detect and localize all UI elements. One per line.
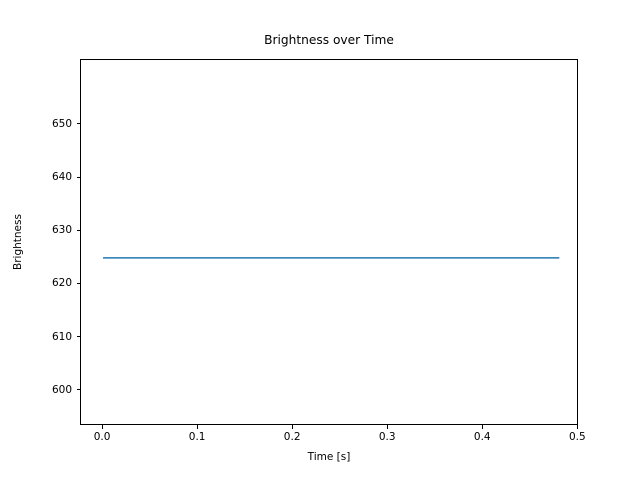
y-tick-mark [76,282,80,285]
x-tick-mark [101,425,103,429]
y-axis-label: Brightness [12,214,24,270]
y-tick-label: 600 [51,383,72,396]
x-tick-mark [386,425,388,429]
x-tick-label: 0.3 [378,431,396,443]
x-tick-label: 0.1 [188,431,206,443]
x-tick-mark [196,425,198,429]
x-tick-label: 0.2 [283,431,301,443]
y-tick-mark [76,336,80,338]
y-tick-mark [76,389,80,391]
y-tick-mark [76,123,80,125]
plot-axes [80,59,578,425]
data-series-layer [103,257,560,259]
y-tick-label: 620 [51,277,72,290]
plot-area [81,60,577,424]
x-axis-label: Time [s] [307,451,351,463]
x-tick-mark [481,425,483,429]
y-tick-label: 640 [51,171,72,184]
y-tick-label: 630 [51,224,72,237]
y-tick-label: 650 [51,117,72,130]
x-tick-mark [576,425,578,429]
x-tick-label: 0.5 [568,431,586,443]
y-tick-mark [76,176,80,178]
x-tick-label: 0.4 [473,431,491,443]
x-tick-label: 0.0 [93,431,111,443]
y-tick-mark [76,229,80,231]
y-tick-label: 610 [51,330,72,343]
chart-title: Brightness over Time [264,33,394,47]
x-tick-mark [291,425,293,429]
